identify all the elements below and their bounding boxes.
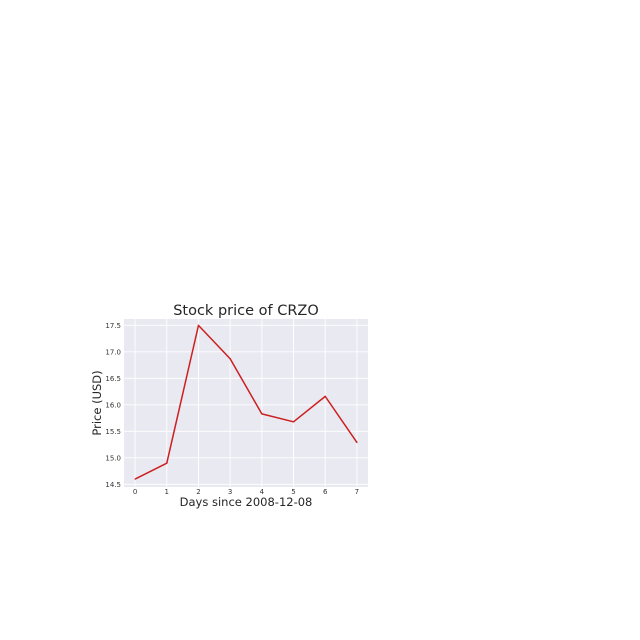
x-tick-label: 1 — [165, 488, 169, 496]
grid-lines — [124, 319, 368, 487]
data-point — [229, 358, 231, 360]
x-axis-ticks: 0 1 2 3 4 5 6 7 — [133, 488, 359, 496]
x-tick-label: 0 — [133, 488, 137, 496]
data-point — [166, 462, 168, 464]
x-tick-label: 4 — [260, 488, 265, 496]
y-tick-label: 16.0 — [105, 401, 121, 409]
data-point — [134, 478, 136, 480]
series-layer — [134, 324, 358, 480]
data-point — [356, 441, 358, 444]
y-tick-label: 17.5 — [105, 322, 121, 330]
x-tick-label: 6 — [323, 488, 328, 496]
data-point — [324, 395, 326, 397]
x-tick-label: 3 — [228, 488, 232, 496]
x-tick-label: 5 — [291, 488, 295, 496]
x-tick-label: 7 — [355, 488, 359, 496]
y-tick-label: 17.0 — [105, 348, 121, 356]
x-tick-label: 2 — [196, 488, 200, 496]
price-series-line — [134, 324, 358, 480]
y-tick-label: 15.0 — [105, 454, 121, 462]
y-axis-ticks: 14.5 15.0 15.5 16.0 16.5 17.0 17.5 — [105, 322, 121, 489]
y-tick-label: 14.5 — [105, 481, 121, 489]
data-point — [197, 324, 200, 326]
y-tick-label: 16.5 — [105, 375, 121, 383]
y-axis-label: Price (USD) — [90, 370, 104, 435]
x-axis-label: Days since 2008-12-08 — [180, 495, 313, 509]
y-tick-label: 15.5 — [105, 428, 121, 436]
plot-area — [124, 319, 368, 487]
data-point — [261, 413, 263, 415]
data-point — [292, 421, 295, 423]
chart-title: Stock price of CRZO — [173, 303, 319, 319]
